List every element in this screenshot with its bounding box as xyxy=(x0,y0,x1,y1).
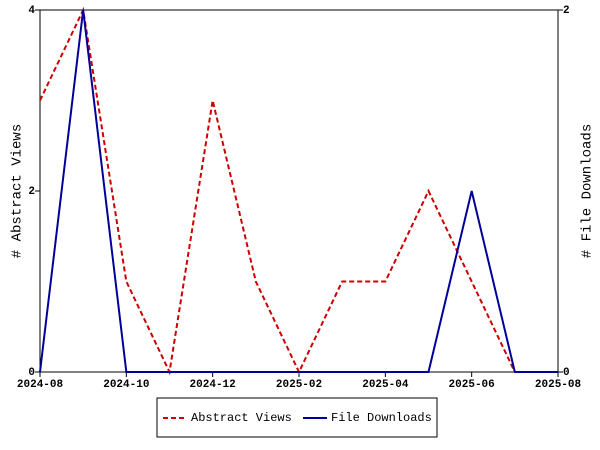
x-tick-label: 2025-08 xyxy=(535,379,582,391)
y2-tick-label: 2 xyxy=(563,5,570,17)
x-tick-label: 2024-10 xyxy=(103,379,149,391)
x-tick-label: 2025-04 xyxy=(362,379,409,391)
legend-box xyxy=(156,397,438,438)
plot-frame xyxy=(39,9,559,373)
y-tick-label: 2 xyxy=(28,186,35,198)
legend-label: Abstract Views xyxy=(191,411,292,425)
y-tick-label: 0 xyxy=(28,367,35,379)
y-axis-label: # Abstract Views xyxy=(10,124,26,258)
x-tick-label: 2024-08 xyxy=(17,379,64,391)
x-tick-label: 2025-02 xyxy=(276,379,322,391)
series-line xyxy=(39,6,558,376)
y-tick-label: 4 xyxy=(28,5,35,17)
series-line xyxy=(39,9,558,373)
x-tick-label: 2024-12 xyxy=(190,379,236,391)
y2-tick-label: 0 xyxy=(563,367,570,379)
x-tick-label: 2025-06 xyxy=(449,379,495,391)
legend-label: File Downloads xyxy=(331,411,432,425)
y2-axis-label: # File Downloads xyxy=(580,124,596,258)
